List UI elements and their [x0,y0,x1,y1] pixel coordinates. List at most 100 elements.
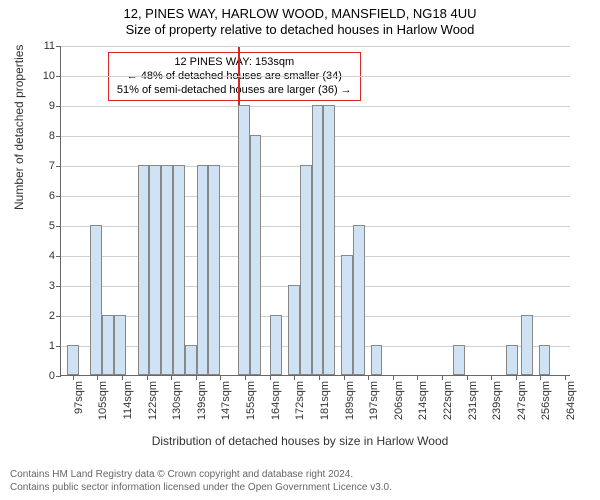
y-tick-label: 9 [49,100,55,112]
histogram-bar [250,135,262,375]
x-tick [294,375,295,380]
histogram-bar [453,345,465,375]
histogram-bar [238,105,250,375]
x-tick [344,375,345,380]
annotation-line: 12 PINES WAY: 153sqm [117,56,352,70]
x-tick-label: 264sqm [565,381,577,420]
title-line-1: 12, PINES WAY, HARLOW WOOD, MANSFIELD, N… [0,6,600,21]
x-tick-label: 197sqm [368,381,380,420]
histogram-bar [300,165,312,375]
x-tick [196,375,197,380]
histogram-bar [341,255,353,375]
x-tick [368,375,369,380]
x-tick [220,375,221,380]
y-tick [56,46,61,47]
x-tick [491,375,492,380]
histogram-bar [353,225,365,375]
y-tick [56,226,61,227]
x-tick-label: 97sqm [73,381,85,414]
x-tick [540,375,541,380]
y-tick [56,76,61,77]
histogram-bar [506,345,518,375]
gridline [61,76,570,77]
x-tick-label: 247sqm [516,381,528,420]
x-tick [122,375,123,380]
x-tick-label: 105sqm [97,381,109,420]
attribution-footer: Contains HM Land Registry data © Crown c… [10,468,392,494]
x-tick-label: 147sqm [220,381,232,420]
y-tick-label: 10 [43,70,55,82]
x-tick [97,375,98,380]
y-tick [56,106,61,107]
x-tick [565,375,566,380]
histogram-bar [197,165,209,375]
y-tick-label: 2 [49,310,55,322]
x-tick [270,375,271,380]
y-tick [56,256,61,257]
x-tick [73,375,74,380]
histogram-bar [270,315,282,375]
x-tick-label: 214sqm [417,381,429,420]
y-tick [56,346,61,347]
histogram-bar [149,165,161,375]
x-tick-label: 206sqm [393,381,405,420]
histogram-bar [539,345,551,375]
histogram-bar [185,345,197,375]
x-tick-label: 239sqm [491,381,503,420]
gridline [61,46,570,47]
histogram-bar [114,315,126,375]
y-tick-label: 1 [49,340,55,352]
y-axis-label: Number of detached properties [12,45,26,210]
y-tick-label: 7 [49,160,55,172]
y-tick-label: 4 [49,250,55,262]
y-tick-label: 6 [49,190,55,202]
y-tick-label: 3 [49,280,55,292]
x-tick [467,375,468,380]
chart-title-block: 12, PINES WAY, HARLOW WOOD, MANSFIELD, N… [0,0,600,37]
x-tick [516,375,517,380]
x-tick-label: 139sqm [196,381,208,420]
x-tick-label: 164sqm [270,381,282,420]
x-tick [245,375,246,380]
histogram-bar [521,315,533,375]
y-tick [56,376,61,377]
histogram-bar [173,165,185,375]
y-tick-label: 0 [49,370,55,382]
histogram-bar [102,315,114,375]
histogram-bar [288,285,300,375]
histogram-bar [208,165,220,375]
histogram-bar [161,165,173,375]
y-tick [56,316,61,317]
histogram-bar [138,165,150,375]
title-line-2: Size of property relative to detached ho… [0,22,600,37]
x-tick-label: 172sqm [294,381,306,420]
histogram-bar [90,225,102,375]
histogram-chart: 12 PINES WAY: 153sqm← 48% of detached ho… [60,46,570,376]
histogram-bar [371,345,383,375]
footer-line-2: Contains public sector information licen… [10,481,392,494]
footer-line-1: Contains HM Land Registry data © Crown c… [10,468,392,481]
y-tick-label: 5 [49,220,55,232]
x-axis-label: Distribution of detached houses by size … [0,434,600,448]
histogram-bar [312,105,324,375]
y-tick [56,136,61,137]
annotation-line: 51% of semi-detached houses are larger (… [117,84,352,98]
y-tick [56,196,61,197]
y-tick-label: 11 [44,40,55,52]
y-tick [56,166,61,167]
x-tick-label: 189sqm [344,381,356,420]
x-tick [417,375,418,380]
y-tick-label: 8 [49,130,55,142]
x-tick [393,375,394,380]
x-tick-label: 114sqm [122,381,134,419]
x-tick-label: 122sqm [147,381,159,420]
x-tick-label: 181sqm [319,381,331,420]
x-tick-label: 256sqm [540,381,552,420]
y-tick [56,286,61,287]
x-tick [171,375,172,380]
x-tick-label: 231sqm [467,381,479,420]
x-tick-label: 155sqm [245,381,257,420]
x-tick [147,375,148,380]
x-tick-label: 222sqm [442,381,454,420]
histogram-bar [67,345,79,375]
